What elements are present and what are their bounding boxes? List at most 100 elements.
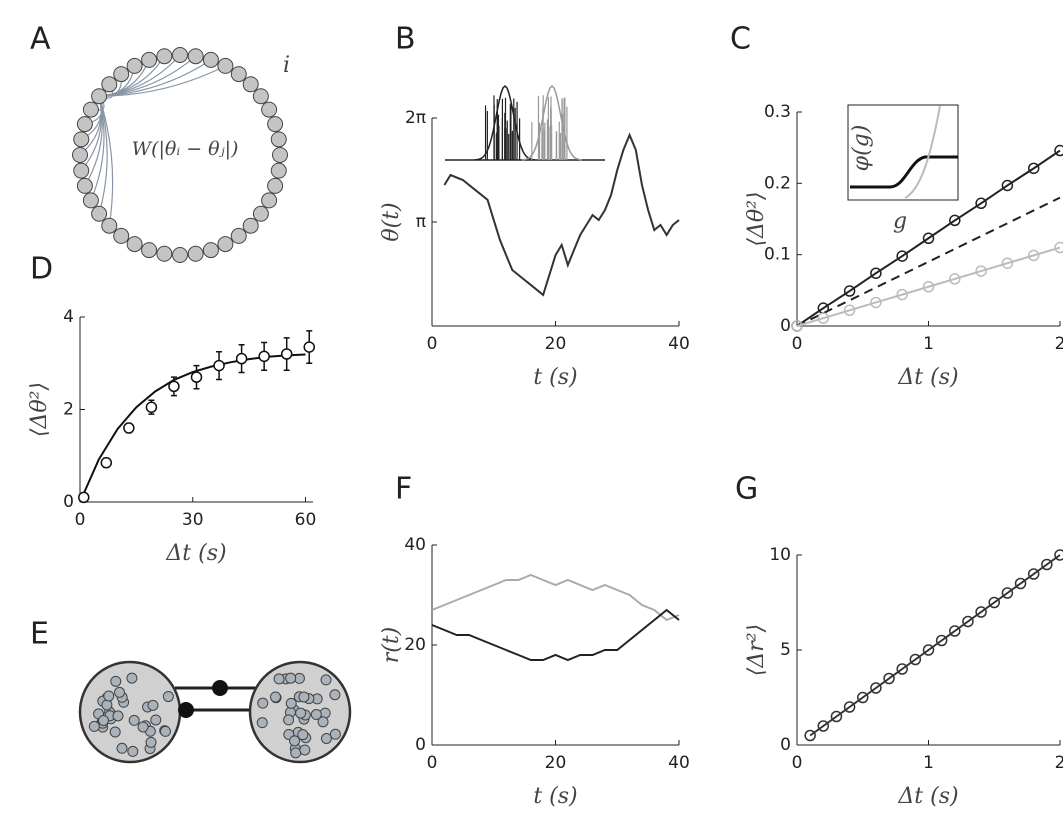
neuron [156,48,173,65]
neuron [290,747,302,759]
marker [975,197,987,210]
neuron [126,236,143,253]
marker [843,701,856,713]
neuron [101,217,118,234]
y-tick-label: 20 [404,635,426,655]
neuron [156,245,173,262]
neuron [162,691,174,703]
marker [190,371,203,383]
x-tick-label: 1 [923,753,934,773]
node-label: i [283,53,290,78]
neuron [114,686,126,698]
neuron [103,690,115,702]
chart-panel: 0 1 2 0 5 10 Δt (s) ⟨Δr²⟩ [744,545,1063,809]
neuron [285,672,297,684]
neuron [91,205,108,222]
marker [935,634,948,647]
chart-panel: 0 20 40 π 2π t (s) θ(t) [379,108,690,390]
marker [280,348,293,360]
y-tick-label: 0 [780,316,791,336]
marker [870,682,882,694]
y-tick-label: 0.3 [764,102,791,122]
marker [1027,249,1040,262]
neuron [270,131,287,148]
marker [123,422,135,434]
neuron [141,242,158,259]
neuron [267,116,284,133]
marker [922,644,935,656]
neuron [116,742,128,754]
x-tick-label: 1 [923,334,934,354]
y-axis-label: r(t) [379,627,404,664]
marker [962,615,974,628]
marker [817,720,830,732]
neuron [329,689,341,701]
marker [843,285,856,297]
marker [100,456,113,469]
x-axis-label: Δt (s) [165,541,226,566]
marker [949,273,961,285]
x-axis-label: Δt (s) [897,784,958,809]
neuron [202,242,219,259]
series-line [431,573,680,622]
neuron [269,691,281,703]
x-tick-label: 0 [75,510,86,530]
neuron [242,217,259,234]
x-axis-label: t (s) [533,365,577,390]
panel-label: D [30,252,53,287]
neuron [256,717,268,729]
neuron [137,721,149,733]
panel-label: A [30,22,51,57]
series-line [796,149,1061,327]
panel-label: E [30,617,49,652]
neuron [145,736,157,748]
x-tick-label: 40 [668,334,690,354]
y-tick-label: 40 [404,535,426,555]
connection [98,96,114,226]
neuron [297,729,309,741]
connection [99,65,226,97]
tuning-curve [474,84,536,161]
marker [1027,568,1040,580]
x-tick-label: 20 [545,334,567,354]
neuron [82,101,99,118]
y-tick-label: 5 [780,640,791,660]
x-tick-label: 40 [668,753,690,773]
neuron [329,728,341,740]
marker [975,606,987,618]
neuron [97,714,109,726]
neuron [128,714,140,726]
marker [1054,549,1063,561]
marker [870,267,882,279]
marker [1027,162,1040,175]
marker [975,265,987,277]
x-tick-label: 2 [1055,334,1063,354]
neuron [320,674,332,686]
neuron [172,47,188,63]
x-tick-label: 20 [545,753,567,773]
neuron [272,147,288,163]
marker [258,350,270,363]
marker [1054,241,1063,254]
neuron [230,227,247,244]
neuron [217,57,234,74]
neuron [310,709,322,721]
y-tick-label: 0.1 [764,245,791,265]
y-axis-label: ⟨Δr²⟩ [744,624,769,676]
series-line [809,554,1061,737]
inset-xlabel: g [893,209,907,234]
marker [235,352,248,365]
neuron [289,735,301,747]
y-tick-label: 4 [63,307,74,327]
inset-curve [850,155,958,189]
neuron [257,697,269,709]
y-axis-label: θ(t) [379,202,404,241]
neuron [252,205,269,222]
series-line [443,132,680,297]
marker [804,729,816,742]
x-tick-label: 0 [792,753,803,773]
neuron [113,66,130,83]
y-tick-label: π [416,212,426,232]
